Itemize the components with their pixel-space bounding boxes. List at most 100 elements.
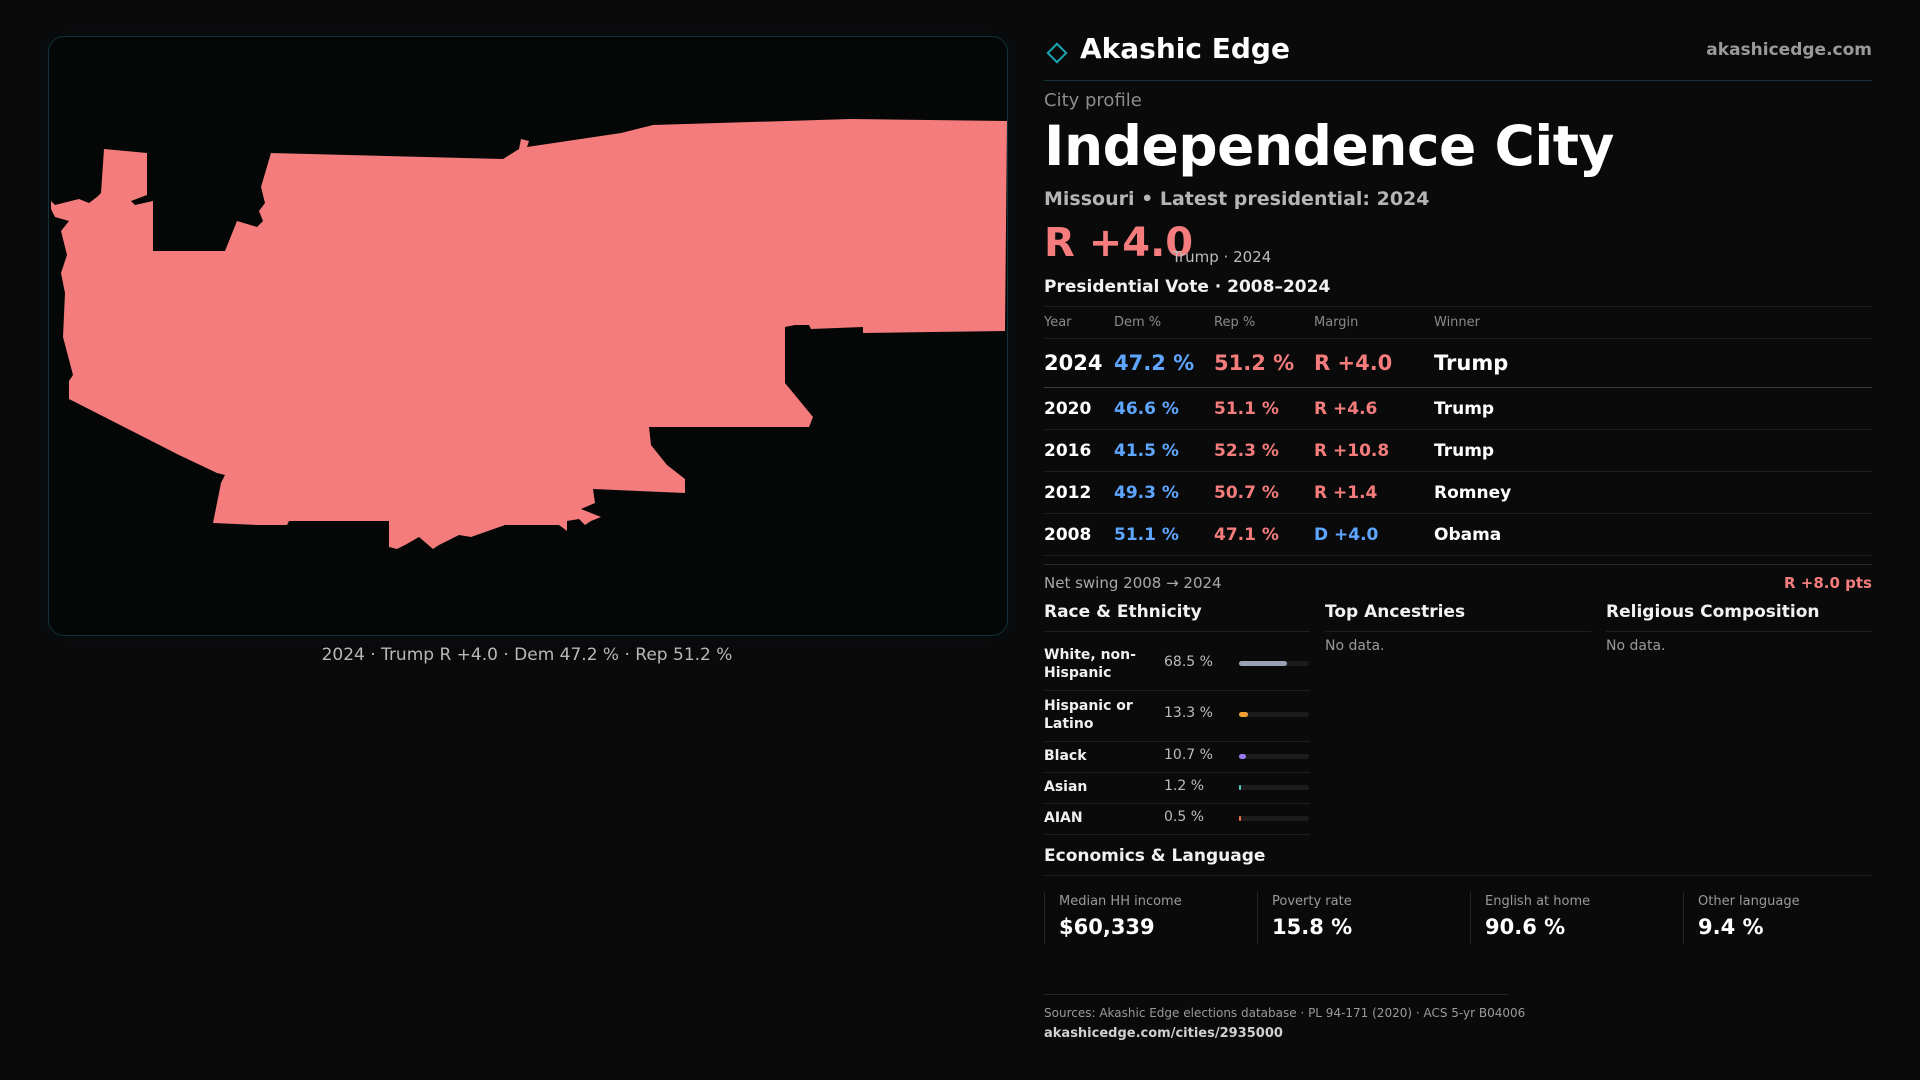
race-label: Hispanic or Latino xyxy=(1044,698,1133,732)
race-row: White, non-Hispanic 68.5 % xyxy=(1044,636,1310,691)
city-boundary-shape[interactable] xyxy=(51,119,1007,549)
row-dem-pct: 46.6 % xyxy=(1114,387,1214,430)
race-row: Black 10.7 % xyxy=(1044,741,1310,773)
table-row: 2020 46.6 % 51.1 % R +4.6 Trump xyxy=(1044,387,1872,430)
race-row: Asian 1.2 % xyxy=(1044,772,1310,804)
net-swing-row: Net swing 2008 → 2024 R +8.0 pts xyxy=(1044,564,1872,601)
race-section-title: Race & Ethnicity xyxy=(1044,600,1310,632)
race-pct: 1.2 % xyxy=(1164,778,1205,794)
row-rep-pct: 51.1 % xyxy=(1214,387,1314,430)
row-year: 2020 xyxy=(1044,387,1114,430)
race-bar-track xyxy=(1239,816,1309,821)
table-row: 2008 51.1 % 47.1 % D +4.0 Obama xyxy=(1044,513,1872,556)
row-winner: Obama xyxy=(1434,513,1872,556)
stat-other-language: Other language 9.4 % xyxy=(1683,892,1883,944)
net-swing-label: Net swing 2008 → 2024 xyxy=(1044,574,1222,592)
stat-poverty-rate: Poverty rate 15.8 % xyxy=(1257,892,1457,944)
row-rep-pct: 52.3 % xyxy=(1214,429,1314,472)
row-winner: Trump xyxy=(1434,429,1872,472)
row-dem-pct: 49.3 % xyxy=(1114,471,1214,514)
religion-empty: No data. xyxy=(1606,638,1666,654)
vote-section-title: Presidential Vote · 2008–2024 xyxy=(1044,277,1331,297)
race-pct: 13.3 % xyxy=(1164,705,1213,721)
race-bar-track xyxy=(1239,754,1309,759)
sources-note: Sources: Akashic Edge elections database… xyxy=(1044,1006,1526,1020)
column-header-dem: Dem % xyxy=(1114,306,1214,339)
row-winner: Romney xyxy=(1434,471,1872,514)
stat-english-at-home: English at home 90.6 % xyxy=(1470,892,1670,944)
stat-label: Poverty rate xyxy=(1272,894,1352,909)
race-bar-track xyxy=(1239,712,1309,717)
race-label: Asian xyxy=(1044,779,1088,795)
stat-value: $60,339 xyxy=(1059,915,1155,939)
row-year: 2024 xyxy=(1044,338,1114,388)
table-header-row: Year Dem % Rep % Margin Winner xyxy=(1044,306,1872,339)
race-bar-fill xyxy=(1239,816,1241,821)
column-header-year: Year xyxy=(1044,306,1114,339)
stat-value: 15.8 % xyxy=(1272,915,1353,939)
race-label: White, non-Hispanic xyxy=(1044,647,1136,681)
ancestries-section-title: Top Ancestries xyxy=(1325,600,1591,632)
city-subtitle: Missouri • Latest presidential: 2024 xyxy=(1044,188,1430,210)
race-label: Black xyxy=(1044,748,1087,764)
row-rep-pct: 50.7 % xyxy=(1214,471,1314,514)
race-bar-track xyxy=(1239,785,1309,790)
row-rep-pct: 51.2 % xyxy=(1214,338,1314,388)
stat-label: Other language xyxy=(1698,894,1800,909)
diamond-outline-icon xyxy=(1046,42,1068,64)
brand-header: Akashic Edge akashicedge.com xyxy=(1044,32,1872,81)
row-margin: D +4.0 xyxy=(1314,513,1434,556)
stat-label: Median HH income xyxy=(1059,894,1182,909)
row-margin: R +1.4 xyxy=(1314,471,1434,514)
ancestries-empty: No data. xyxy=(1325,638,1385,654)
race-row: Hispanic or Latino 13.3 % xyxy=(1044,690,1310,742)
race-bar-fill xyxy=(1239,754,1247,759)
page-kicker: City profile xyxy=(1044,90,1142,111)
stat-median-income: Median HH income $60,339 xyxy=(1044,892,1244,944)
row-year: 2016 xyxy=(1044,429,1114,472)
row-year: 2012 xyxy=(1044,471,1114,514)
headline-margin: R +4.0 xyxy=(1044,220,1194,266)
column-header-winner: Winner xyxy=(1434,306,1872,339)
column-header-rep: Rep % xyxy=(1214,306,1314,339)
row-year: 2008 xyxy=(1044,513,1114,556)
row-dem-pct: 47.2 % xyxy=(1114,338,1214,388)
page-title: Independence City xyxy=(1044,114,1614,178)
brand-name[interactable]: Akashic Edge xyxy=(1080,32,1290,65)
table-row: 2016 41.5 % 52.3 % R +10.8 Trump xyxy=(1044,429,1872,472)
row-dem-pct: 41.5 % xyxy=(1114,429,1214,472)
race-bar-fill xyxy=(1239,712,1249,717)
race-bar-track xyxy=(1239,661,1309,666)
race-pct: 68.5 % xyxy=(1164,654,1213,670)
row-margin: R +10.8 xyxy=(1314,429,1434,472)
race-pct: 0.5 % xyxy=(1164,809,1205,825)
city-boundary-svg xyxy=(51,119,1007,549)
brand-url-link[interactable]: akashicedge.com xyxy=(1706,40,1872,60)
headline-note: Trump · 2024 xyxy=(1172,248,1272,266)
economics-divider xyxy=(1044,875,1872,876)
race-bar-fill xyxy=(1239,785,1241,790)
row-winner: Trump xyxy=(1434,338,1872,388)
stat-value: 9.4 % xyxy=(1698,915,1764,939)
presidential-vote-table: Year Dem % Rep % Margin Winner 2024 47.2… xyxy=(1044,306,1872,556)
race-bar-fill xyxy=(1239,661,1287,666)
religion-section-title: Religious Composition xyxy=(1606,600,1872,632)
race-row: AIAN 0.5 % xyxy=(1044,803,1310,835)
stat-value: 90.6 % xyxy=(1485,915,1566,939)
economics-section-title: Economics & Language xyxy=(1044,846,1266,866)
row-margin: R +4.6 xyxy=(1314,387,1434,430)
row-rep-pct: 47.1 % xyxy=(1214,513,1314,556)
page-url-link[interactable]: akashicedge.com/cities/2935000 xyxy=(1044,1026,1283,1041)
row-winner: Trump xyxy=(1434,387,1872,430)
race-pct: 10.7 % xyxy=(1164,747,1213,763)
footer-divider xyxy=(1044,994,1508,995)
stat-label: English at home xyxy=(1485,894,1591,909)
table-row: 2024 47.2 % 51.2 % R +4.0 Trump xyxy=(1044,338,1872,388)
race-label: AIAN xyxy=(1044,810,1083,826)
city-boundary-map[interactable] xyxy=(48,36,1008,636)
row-dem-pct: 51.1 % xyxy=(1114,513,1214,556)
net-swing-value: R +8.0 pts xyxy=(1784,574,1872,592)
row-margin: R +4.0 xyxy=(1314,338,1434,388)
map-caption: 2024 · Trump R +4.0 · Dem 47.2 % · Rep 5… xyxy=(321,645,733,665)
column-header-margin: Margin xyxy=(1314,306,1434,339)
